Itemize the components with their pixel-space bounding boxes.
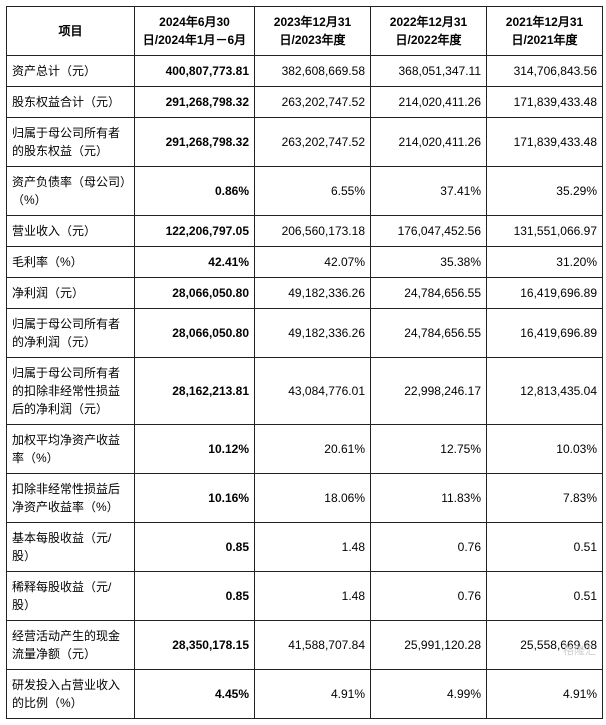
row-label: 归属于母公司所有者的净利润（元）: [7, 309, 135, 358]
cell-value: 4.91%: [255, 670, 371, 719]
cell-value: 18.06%: [255, 474, 371, 523]
col-header-2021: 2021年12月31日/2021年度: [487, 7, 603, 56]
cell-value: 1.48: [255, 572, 371, 621]
cell-value: 28,066,050.80: [135, 278, 255, 309]
cell-value: 42.41%: [135, 247, 255, 278]
cell-value: 171,839,433.48: [487, 87, 603, 118]
cell-value: 0.76: [371, 572, 487, 621]
row-label: 归属于母公司所有者的股东权益（元）: [7, 118, 135, 167]
row-label: 加权平均净资产收益率（%）: [7, 425, 135, 474]
cell-value: 7.83%: [487, 474, 603, 523]
table-row: 毛利率（%）42.41%42.07%35.38%31.20%: [7, 247, 603, 278]
cell-value: 6.55%: [255, 167, 371, 216]
cell-value: 20.61%: [255, 425, 371, 474]
cell-value: 28,066,050.80: [135, 309, 255, 358]
cell-value: 11.83%: [371, 474, 487, 523]
table-row: 加权平均净资产收益率（%）10.12%20.61%12.75%10.03%: [7, 425, 603, 474]
row-label: 扣除非经常性损益后净资产收益率（%）: [7, 474, 135, 523]
cell-value: 35.38%: [371, 247, 487, 278]
row-label: 稀释每股收益（元/股）: [7, 572, 135, 621]
cell-value: 214,020,411.26: [371, 87, 487, 118]
financial-table: 项目 2024年6月30日/2024年1月－6月 2023年12月31日/202…: [6, 6, 603, 719]
cell-value: 10.12%: [135, 425, 255, 474]
row-label: 资产负债率（母公司）（%）: [7, 167, 135, 216]
cell-value: 214,020,411.26: [371, 118, 487, 167]
cell-value: 0.85: [135, 572, 255, 621]
table-row: 资产总计（元）400,807,773.81382,608,669.58368,0…: [7, 56, 603, 87]
cell-value: 25,991,120.28: [371, 621, 487, 670]
row-label: 营业收入（元）: [7, 216, 135, 247]
cell-value: 28,162,213.81: [135, 358, 255, 425]
cell-value: 0.85: [135, 523, 255, 572]
cell-value: 122,206,797.05: [135, 216, 255, 247]
cell-value: 24,784,656.55: [371, 309, 487, 358]
cell-value: 49,182,336.26: [255, 278, 371, 309]
cell-value: 291,268,798.32: [135, 87, 255, 118]
cell-value: 206,560,173.18: [255, 216, 371, 247]
table-row: 营业收入（元）122,206,797.05206,560,173.18176,0…: [7, 216, 603, 247]
cell-value: 42.07%: [255, 247, 371, 278]
table-header: 项目 2024年6月30日/2024年1月－6月 2023年12月31日/202…: [7, 7, 603, 56]
cell-value: 49,182,336.26: [255, 309, 371, 358]
table-row: 归属于母公司所有者的扣除非经常性损益后的净利润（元）28,162,213.814…: [7, 358, 603, 425]
table-row: 扣除非经常性损益后净资产收益率（%）10.16%18.06%11.83%7.83…: [7, 474, 603, 523]
cell-value: 37.41%: [371, 167, 487, 216]
table-row: 股东权益合计（元）291,268,798.32263,202,747.52214…: [7, 87, 603, 118]
row-label: 毛利率（%）: [7, 247, 135, 278]
row-label: 资产总计（元）: [7, 56, 135, 87]
cell-value: 368,051,347.11: [371, 56, 487, 87]
row-label: 股东权益合计（元）: [7, 87, 135, 118]
cell-value: 400,807,773.81: [135, 56, 255, 87]
table-row: 归属于母公司所有者的净利润（元）28,066,050.8049,182,336.…: [7, 309, 603, 358]
cell-value: 263,202,747.52: [255, 118, 371, 167]
table-body: 资产总计（元）400,807,773.81382,608,669.58368,0…: [7, 56, 603, 719]
row-label: 基本每股收益（元/股）: [7, 523, 135, 572]
col-header-2022: 2022年12月31日/2022年度: [371, 7, 487, 56]
row-label: 归属于母公司所有者的扣除非经常性损益后的净利润（元）: [7, 358, 135, 425]
row-label: 研发投入占营业收入的比例（%）: [7, 670, 135, 719]
cell-value: 43,084,776.01: [255, 358, 371, 425]
col-header-2023: 2023年12月31日/2023年度: [255, 7, 371, 56]
table-row: 净利润（元）28,066,050.8049,182,336.2624,784,6…: [7, 278, 603, 309]
col-header-2024h1: 2024年6月30日/2024年1月－6月: [135, 7, 255, 56]
cell-value: 4.45%: [135, 670, 255, 719]
cell-value: 263,202,747.52: [255, 87, 371, 118]
cell-value: 10.16%: [135, 474, 255, 523]
cell-value: 10.03%: [487, 425, 603, 474]
cell-value: 16,419,696.89: [487, 278, 603, 309]
cell-value: 12,813,435.04: [487, 358, 603, 425]
cell-value: 28,350,178.15: [135, 621, 255, 670]
table-row: 资产负债率（母公司）（%）0.86%6.55%37.41%35.29%: [7, 167, 603, 216]
row-label: 净利润（元）: [7, 278, 135, 309]
row-label: 经营活动产生的现金流量净额（元）: [7, 621, 135, 670]
cell-value: 1.48: [255, 523, 371, 572]
col-header-item: 项目: [7, 7, 135, 56]
cell-value: 4.99%: [371, 670, 487, 719]
cell-value: 12.75%: [371, 425, 487, 474]
cell-value: 35.29%: [487, 167, 603, 216]
cell-value: 24,784,656.55: [371, 278, 487, 309]
cell-value: 171,839,433.48: [487, 118, 603, 167]
cell-value: 0.76: [371, 523, 487, 572]
cell-value: 16,419,696.89: [487, 309, 603, 358]
cell-value: 382,608,669.58: [255, 56, 371, 87]
cell-value: 176,047,452.56: [371, 216, 487, 247]
cell-value: 0.51: [487, 523, 603, 572]
cell-value: 22,998,246.17: [371, 358, 487, 425]
table-row: 稀释每股收益（元/股）0.851.480.760.51: [7, 572, 603, 621]
table-row: 基本每股收益（元/股）0.851.480.760.51: [7, 523, 603, 572]
cell-value: 31.20%: [487, 247, 603, 278]
cell-value: 25,558,669.68: [487, 621, 603, 670]
cell-value: 314,706,843.56: [487, 56, 603, 87]
cell-value: 291,268,798.32: [135, 118, 255, 167]
table-row: 研发投入占营业收入的比例（%）4.45%4.91%4.99%4.91%: [7, 670, 603, 719]
table-row: 经营活动产生的现金流量净额（元）28,350,178.1541,588,707.…: [7, 621, 603, 670]
cell-value: 0.51: [487, 572, 603, 621]
cell-value: 41,588,707.84: [255, 621, 371, 670]
cell-value: 131,551,066.97: [487, 216, 603, 247]
cell-value: 4.91%: [487, 670, 603, 719]
table-row: 归属于母公司所有者的股东权益（元）291,268,798.32263,202,7…: [7, 118, 603, 167]
cell-value: 0.86%: [135, 167, 255, 216]
